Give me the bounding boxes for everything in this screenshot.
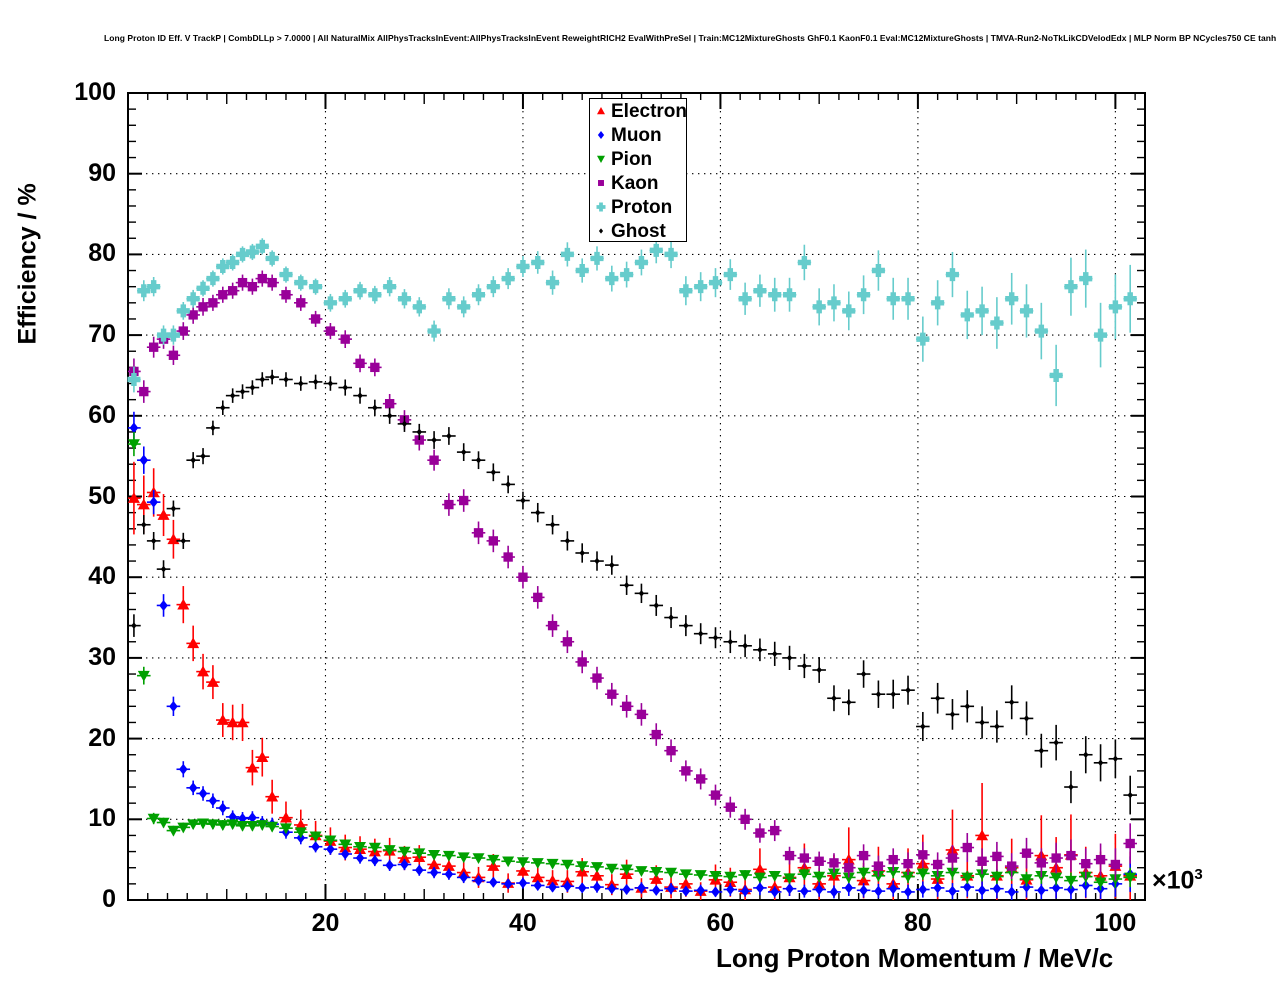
legend-entry-electron[interactable]: Electron — [590, 99, 688, 123]
legend-entry-ghost[interactable]: Ghost — [590, 219, 686, 243]
circle-icon — [593, 127, 609, 143]
x-tick-label: 20 — [311, 909, 340, 937]
series-pion — [127, 431, 1137, 891]
x-tick-label: 100 — [1094, 909, 1137, 937]
y-tick-label: 60 — [88, 400, 116, 429]
x-tick-label: 40 — [509, 909, 537, 937]
legend-label: Pion — [611, 148, 653, 170]
legend-label: Ghost — [611, 220, 666, 242]
series-muon — [128, 411, 1137, 900]
legend-label: Proton — [611, 196, 673, 218]
y-tick-label: 40 — [88, 562, 116, 591]
legend[interactable]: Electron Muon Pion Kaon Proton Ghost — [589, 98, 687, 242]
cross-icon — [593, 199, 609, 215]
x-axis-title: Long Proton Momentum / MeV/c — [716, 943, 1114, 973]
square-icon — [593, 175, 609, 191]
y-tick-label: 0 — [102, 885, 116, 913]
legend-entry-proton[interactable]: Proton — [590, 195, 686, 219]
legend-entry-pion[interactable]: Pion — [590, 147, 686, 171]
legend-label: Kaon — [611, 172, 659, 194]
x-tick-label: 80 — [903, 909, 932, 937]
y-tick-label: 100 — [74, 78, 116, 106]
y-tick-label: 80 — [88, 239, 116, 268]
data-series-layer — [127, 237, 1137, 900]
triangle-down-icon — [593, 151, 609, 167]
series-ghost — [128, 369, 1137, 815]
x-tick-label: 60 — [706, 909, 735, 937]
plot-title: Long Proton ID Eff. V TrackP | CombDLLp … — [104, 33, 1276, 43]
legend-entry-muon[interactable]: Muon — [590, 123, 686, 147]
y-tick-label: 30 — [88, 642, 116, 671]
dot-icon — [593, 223, 609, 239]
x-exponent-base: ×10 — [1152, 866, 1195, 895]
x-axis-exponent: ×103 — [1152, 866, 1203, 895]
y-tick-label: 10 — [88, 804, 116, 833]
triangle-up-icon — [593, 103, 609, 119]
x-exponent-power: 3 — [1194, 866, 1203, 883]
series-proton — [127, 237, 1137, 407]
legend-entry-kaon[interactable]: Kaon — [590, 171, 686, 195]
y-tick-label: 70 — [88, 320, 116, 349]
y-tick-label: 90 — [88, 158, 116, 187]
legend-label: Electron — [611, 100, 688, 122]
series-kaon — [128, 270, 1137, 881]
series-electron — [127, 461, 1137, 900]
y-tick-label: 50 — [88, 481, 116, 510]
legend-label: Muon — [611, 124, 662, 146]
y-tick-label: 20 — [88, 723, 116, 752]
